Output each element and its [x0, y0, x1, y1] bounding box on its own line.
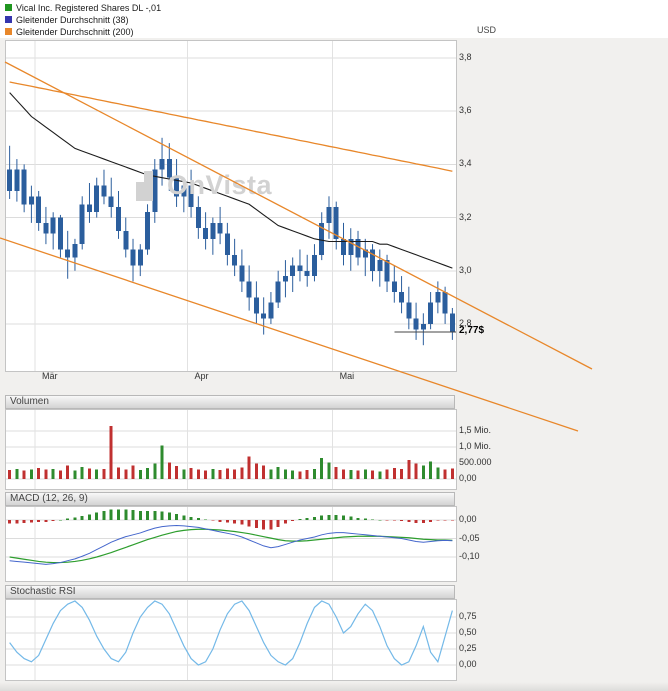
y-axis-tick-label: 0,25	[459, 642, 477, 653]
y-axis-tick-label: 0,00	[459, 473, 477, 483]
macd-panel-plot[interactable]	[5, 506, 457, 582]
legend-item-label: Gleitender Durchschnitt (200)	[16, 26, 134, 37]
macd-panel-header: MACD (12, 26, 9)	[5, 492, 455, 506]
macd-histogram	[8, 509, 454, 530]
last-price-label: 2,77$	[459, 324, 485, 336]
y-axis-tick-label: 3,8	[459, 52, 472, 63]
price-chart-canvas	[6, 41, 456, 371]
volume-axis-labels: 1,5 Mio. 1,0 Mio. 500.000 0,00	[459, 409, 505, 488]
stochastic-rsi-panel-plot[interactable]	[5, 599, 457, 681]
ma200-series-swatch-icon	[5, 28, 12, 35]
y-axis-tick-label: -0,10	[459, 551, 480, 561]
stochastic-rsi-line	[9, 600, 453, 666]
volume-panel-header: Volumen	[5, 395, 455, 409]
y-axis-tick-label: 500.000	[459, 457, 492, 467]
y-axis-tick-label: -0,05	[459, 532, 480, 543]
volume-panel-plot[interactable]	[5, 409, 457, 490]
y-axis-tick-label: 3,4	[459, 158, 472, 169]
price-axis-labels: 3,8 3,6 3,4 3,2 3,0 2,8	[459, 40, 505, 370]
y-axis-tick-label: 0,75	[459, 610, 477, 621]
instrument-series-swatch-icon	[5, 4, 12, 11]
ma38-line	[9, 92, 453, 269]
gridlines	[6, 600, 456, 680]
legend-item-instrument: Vical Inc. Registered Shares DL -,01	[5, 2, 161, 13]
ma200-line	[9, 81, 453, 172]
volume-panel-title: Volumen	[10, 396, 49, 407]
legend-item-label: Vical Inc. Registered Shares DL -,01	[16, 2, 162, 13]
price-chart-panel[interactable]: OnVista	[5, 40, 457, 372]
stochastic-rsi-axis-labels: 0,75 0,50 0,25 0,00	[459, 599, 505, 679]
stochastic-rsi-panel-title: Stochastic RSI	[10, 586, 76, 597]
macd-axis-labels: 0,00 -0,05 -0,10	[459, 506, 505, 580]
bottom-strip	[0, 682, 668, 691]
gridlines	[6, 41, 456, 371]
stochastic-rsi-canvas	[6, 600, 456, 680]
legend-item-ma200: Gleitender Durchschnitt (200)	[5, 26, 134, 37]
ma38-series-swatch-icon	[5, 16, 12, 23]
y-axis-tick-label: 3,0	[459, 264, 472, 275]
macd-line	[9, 525, 453, 565]
time-axis-labels: Mär Apr Mai	[0, 371, 520, 383]
y-axis-tick-label: 1,5 Mio.	[459, 425, 492, 435]
macd-canvas	[6, 507, 456, 581]
month-label: Mai	[339, 371, 355, 381]
y-axis-tick-label: 0,00	[459, 658, 477, 669]
macd-panel-title: MACD (12, 26, 9)	[10, 493, 88, 504]
y-axis-tick-label: 3,6	[459, 105, 472, 116]
volume-bars	[8, 426, 454, 479]
currency-label: USD	[477, 25, 497, 35]
month-label: Apr	[194, 371, 209, 381]
legend-item-ma38: Gleitender Durchschnitt (38)	[5, 14, 129, 25]
volume-canvas	[6, 410, 456, 489]
y-axis-tick-label: 1,0 Mio.	[459, 441, 492, 451]
candlesticks	[7, 137, 455, 346]
y-axis-tick-label: 0,50	[459, 626, 477, 637]
stochastic-rsi-panel-header: Stochastic RSI	[5, 585, 455, 599]
month-label: Mär	[42, 371, 58, 381]
y-axis-tick-label: 3,2	[459, 211, 472, 222]
y-axis-tick-label: 0,00	[459, 514, 477, 524]
legend: Vical Inc. Registered Shares DL -,01 Gle…	[0, 0, 668, 38]
legend-item-label: Gleitender Durchschnitt (38)	[16, 14, 129, 25]
